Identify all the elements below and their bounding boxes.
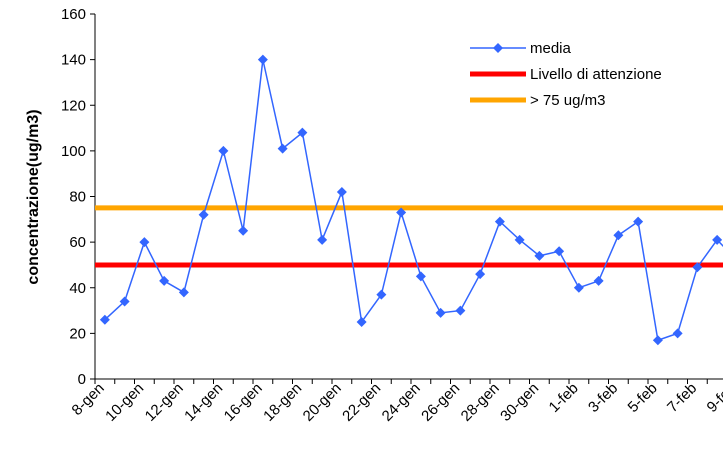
legend-label: > 75 ug/m3 (530, 92, 605, 109)
data-point (198, 209, 209, 220)
data-point (573, 282, 584, 293)
data-point (317, 234, 328, 245)
data-point (593, 275, 604, 286)
data-point (139, 237, 150, 248)
x-tick-label: 3-feb (585, 380, 621, 416)
data-point (475, 269, 486, 280)
x-tick-label: 16-gen (221, 380, 266, 425)
data-point (613, 230, 624, 241)
data-point (336, 186, 347, 197)
x-tick-label: 20-gen (300, 380, 345, 425)
data-point (396, 207, 407, 218)
x-tick-label: 26-gen (418, 380, 463, 425)
reference-lines (95, 205, 723, 268)
x-tick-label: 22-gen (339, 380, 384, 425)
y-tick-label: 40 (69, 280, 86, 297)
x-ticks: 8-gen10-gen12-gen14-gen16-gen18-gen20-ge… (69, 379, 723, 425)
data-point (277, 143, 288, 154)
x-tick-label: 24-gen (379, 380, 424, 425)
x-tick-label: 30-gen (497, 380, 542, 425)
x-tick-label: 1-feb (545, 380, 581, 416)
x-axis-group: 8-gen10-gen12-gen14-gen16-gen18-gen20-ge… (69, 378, 723, 425)
y-tick-label: 160 (61, 6, 86, 23)
data-point (712, 234, 723, 245)
x-tick-label: 14-gen (181, 380, 226, 425)
data-point (514, 234, 525, 245)
y-tick-label: 60 (69, 234, 86, 251)
y-axis-group: 0 20 40 60 80 100 120 140 160 concentrazione(ug/… (25, 6, 96, 388)
data-point (633, 216, 644, 227)
x-tick-label: 7-feb (664, 380, 700, 416)
series-line (104, 59, 723, 342)
data-point (672, 328, 683, 339)
data-point (178, 287, 189, 298)
y-tick-label: 140 (61, 52, 86, 69)
data-point (159, 275, 170, 286)
y-tick-label: 80 (69, 189, 86, 206)
data-point (455, 305, 466, 316)
legend: media Livello di attenzione > 75 ug/m3 (470, 40, 662, 109)
data-point (119, 296, 130, 307)
data-series (99, 54, 723, 346)
x-tick-label: 9-feb (703, 380, 723, 416)
data-point (376, 289, 387, 300)
x-tick-label: 18-gen (260, 380, 305, 425)
legend-label: Livello di attenzione (530, 66, 662, 83)
data-point (652, 335, 663, 346)
data-point (554, 246, 565, 257)
data-point (257, 54, 268, 65)
data-point (297, 127, 308, 138)
x-tick-label: 10-gen (102, 380, 147, 425)
y-tick-label: 120 (61, 97, 86, 114)
data-point (218, 145, 229, 156)
y-tick-label: 20 (69, 325, 86, 342)
x-tick-label: 5-feb (624, 380, 660, 416)
x-tick-label: 28-gen (458, 380, 503, 425)
data-point (435, 307, 446, 318)
data-point (534, 250, 545, 261)
y-axis-title: concentrazione(ug/m3) (25, 109, 42, 284)
data-point (238, 225, 249, 236)
y-ticks: 0 20 40 60 80 100 120 140 160 (61, 6, 95, 388)
data-point (356, 316, 367, 327)
data-point (494, 216, 505, 227)
legend-label: media (530, 40, 572, 57)
legend-marker (493, 43, 503, 53)
y-tick-label: 0 (78, 371, 86, 388)
y-tick-label: 100 (61, 143, 86, 160)
data-point (99, 314, 110, 325)
data-point (415, 271, 426, 282)
x-tick-label: 12-gen (142, 380, 187, 425)
data-point (692, 262, 703, 273)
